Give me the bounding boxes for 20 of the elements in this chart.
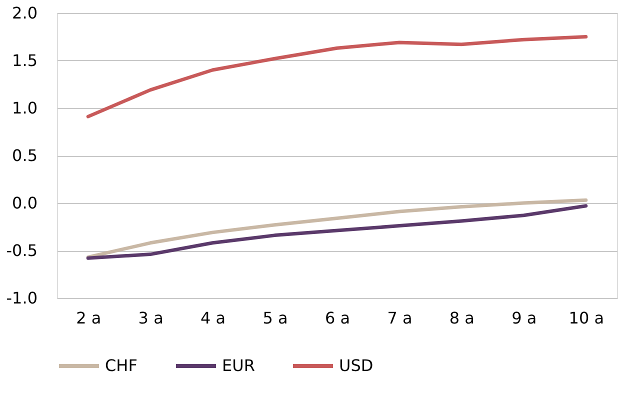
x-tick-label: 7 a [387, 308, 412, 328]
y-tick-label: 1.0 [12, 98, 38, 118]
y-tick-label: 0.0 [12, 194, 38, 212]
y-tick-label: -0.5 [6, 241, 38, 260]
x-tick-label: 6 a [324, 308, 350, 328]
legend-label: CHF [105, 356, 138, 375]
x-tick-label: 4 a [200, 308, 226, 328]
y-tick-label: -1.0 [6, 288, 38, 308]
x-tick-label: 8 a [449, 308, 474, 328]
legend-label: EUR [222, 356, 255, 375]
x-tick-label: 2 a [76, 308, 102, 328]
line-series [86, 35, 588, 118]
x-tick-label: 5 a [262, 308, 288, 328]
x-tick-label: 3 a [138, 308, 164, 328]
y-tick-label: 1.5 [12, 51, 38, 70]
y-tick-label: 2.0 [12, 4, 38, 22]
x-tick-label: 9 a [512, 308, 537, 328]
y-tick-label: 0.5 [12, 146, 38, 165]
legend-label: USD [339, 356, 374, 375]
x-tick-label: 10 a [568, 308, 604, 328]
